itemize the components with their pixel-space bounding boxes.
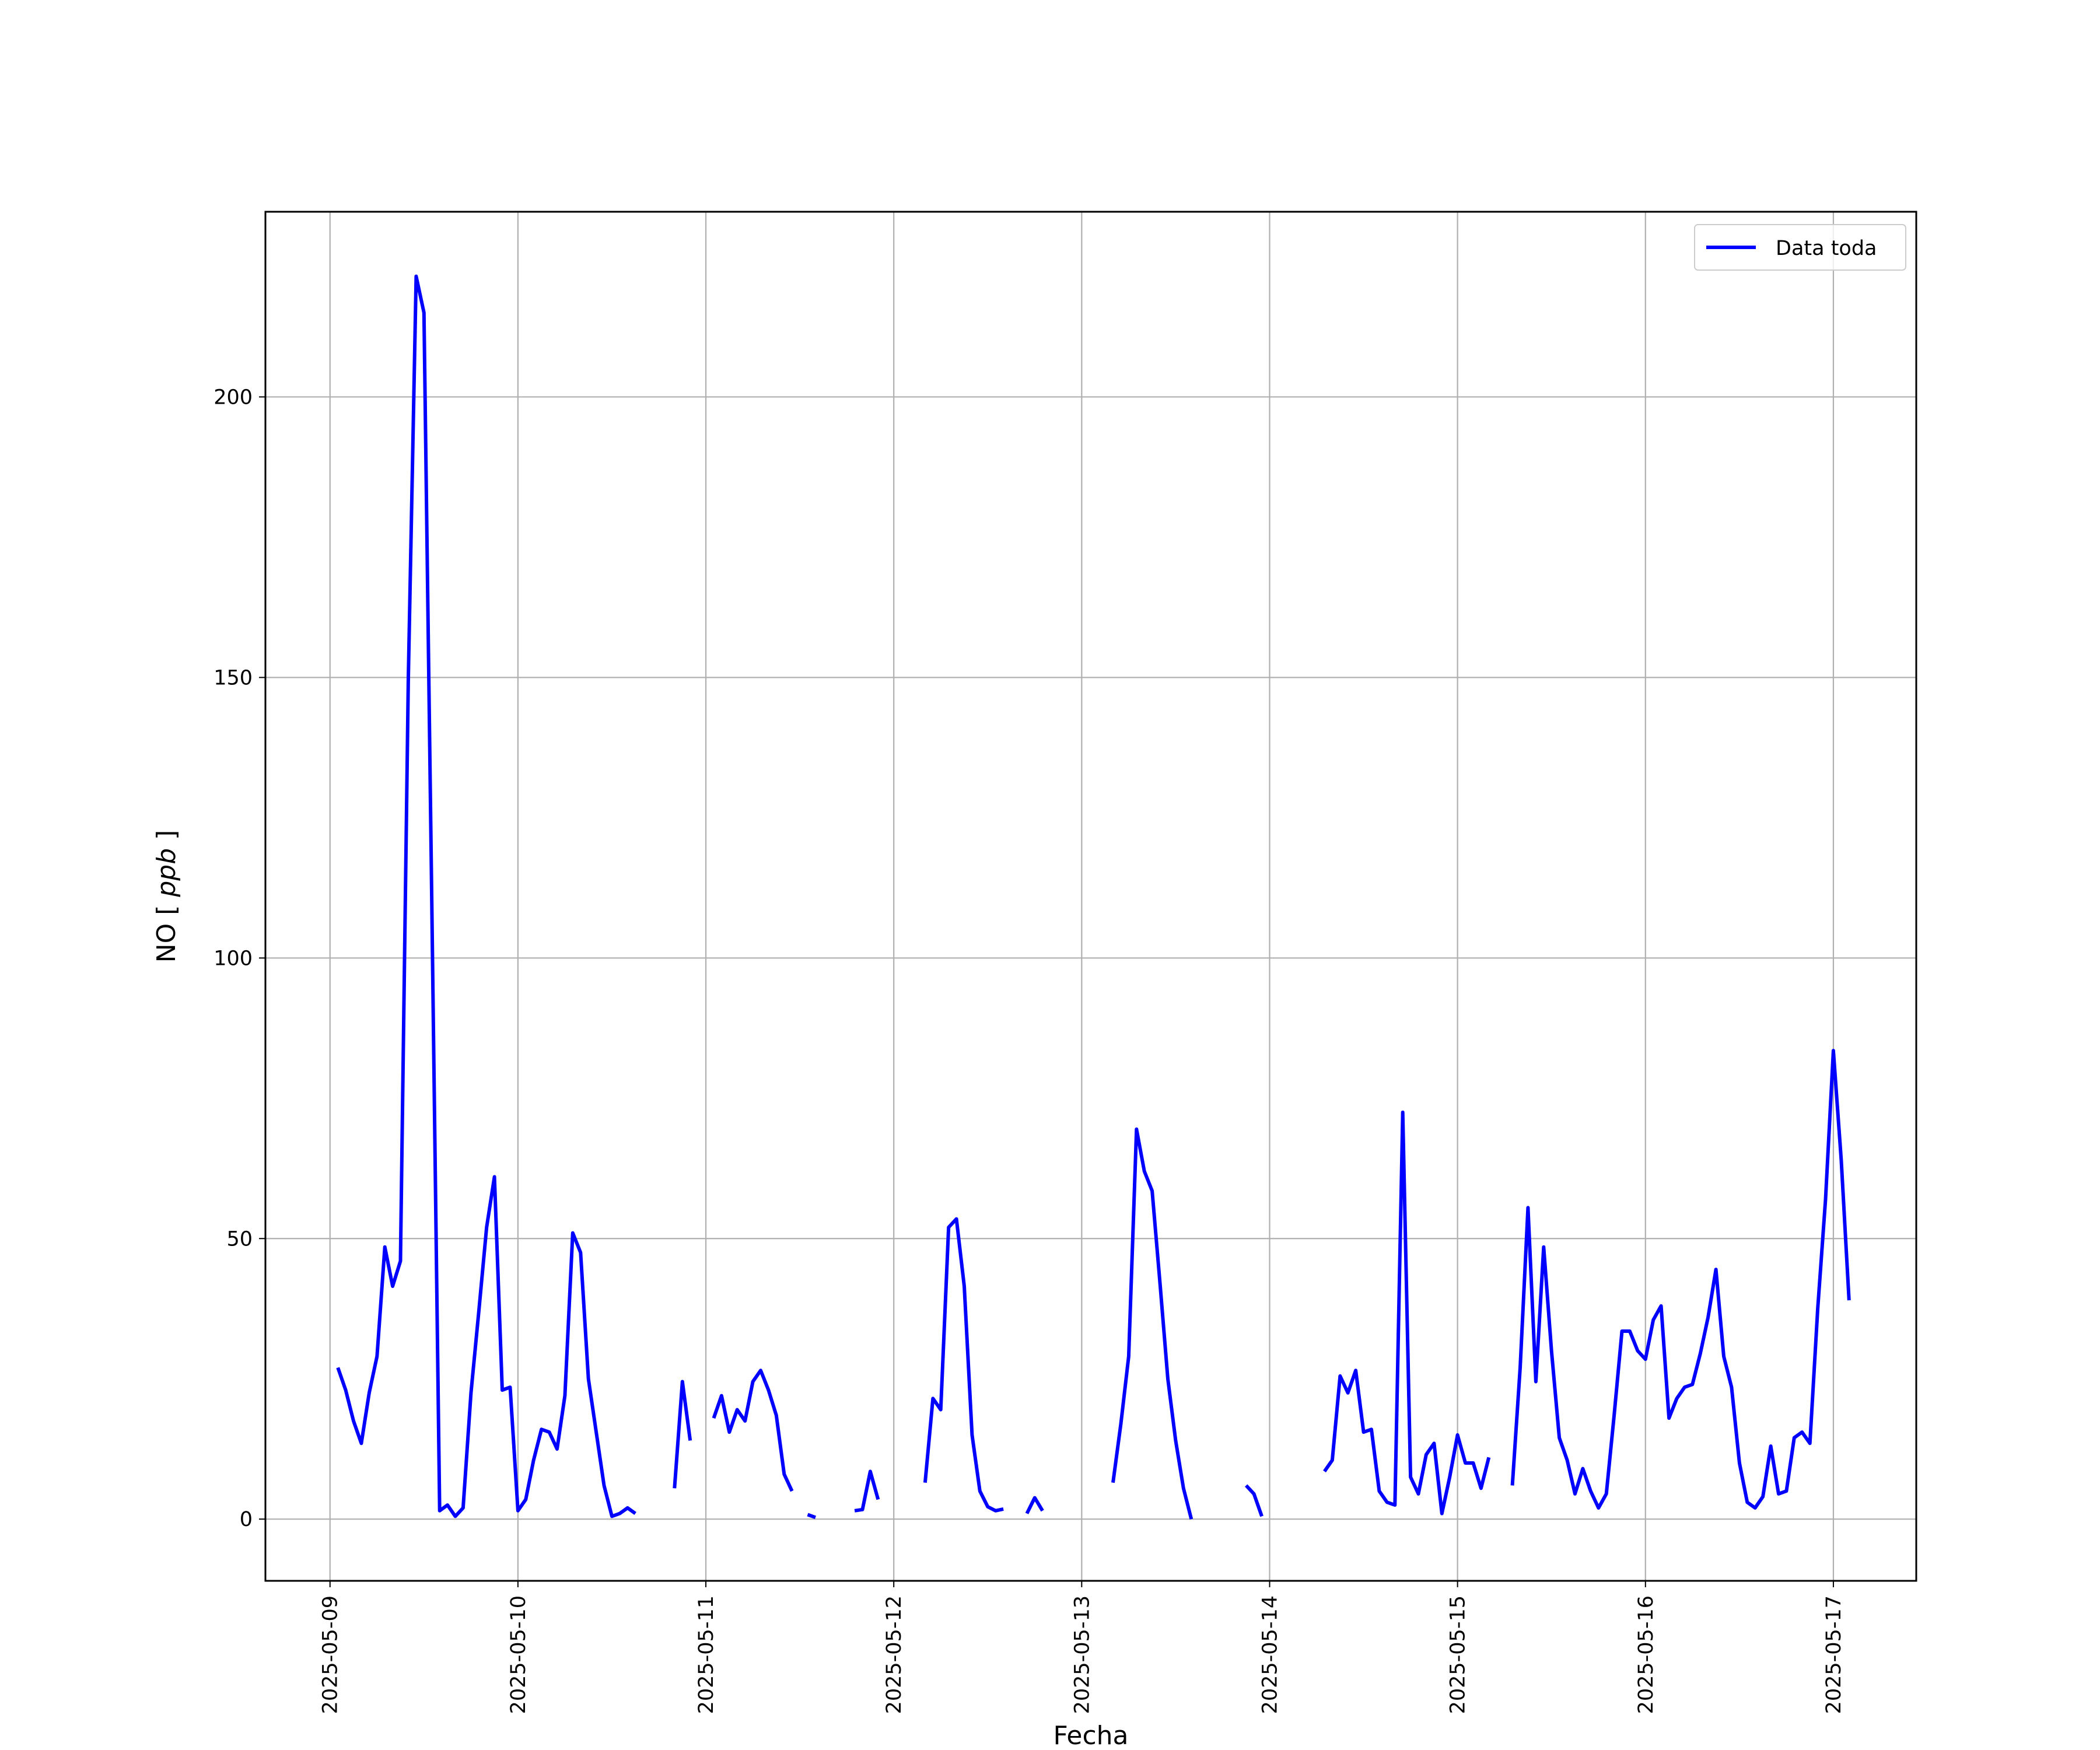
x-tick-label: 2025-05-12 — [883, 1595, 906, 1714]
x-tick-label: 2025-05-14 — [1258, 1595, 1282, 1714]
y-tick-label: 150 — [214, 666, 253, 690]
y-tick-label: 0 — [240, 1508, 253, 1531]
series-layer — [336, 274, 1851, 1520]
x-tick-label: 2025-05-11 — [695, 1595, 718, 1714]
series-line-segment — [1245, 1484, 1264, 1517]
x-tick-label: 2025-05-09 — [319, 1595, 342, 1714]
y-tick-label: 50 — [226, 1227, 253, 1251]
x-tick-label: 2025-05-10 — [507, 1595, 530, 1714]
legend: Data toda — [1694, 224, 1906, 271]
series-line-segment — [1111, 1127, 1194, 1520]
series-line-segment — [1025, 1496, 1044, 1514]
y-axis-title: NO [ ppb ] — [152, 830, 181, 963]
series-line-segment — [854, 1469, 880, 1513]
y-tick-label: 100 — [214, 947, 253, 970]
y-axis-title-unit: ppb — [152, 848, 181, 898]
series-line-segment — [923, 1217, 1004, 1513]
y-axis-title-name: NO — [152, 923, 181, 963]
x-tick-label: 2025-05-17 — [1822, 1595, 1846, 1714]
legend-label: Data toda — [1776, 237, 1877, 260]
plot-area-frame — [264, 211, 1917, 1582]
series-line-segment — [712, 1368, 794, 1492]
x-axis-title: Fecha — [1053, 1721, 1128, 1750]
series-line-segment — [1510, 1049, 1851, 1510]
series-line-segment — [1323, 1110, 1491, 1516]
x-tick-label: 2025-05-15 — [1447, 1595, 1470, 1714]
series-line-segment — [807, 1513, 817, 1520]
series-line-segment — [673, 1380, 692, 1489]
axis-ticks: 0 50 100 150 200 2025-05-09 2025-05-10 2025-05-… — [214, 386, 1846, 1714]
legend-box — [1694, 224, 1906, 271]
x-tick-label: 2025-05-13 — [1070, 1595, 1094, 1714]
y-axis-title-unit-open: [ — [152, 905, 181, 915]
y-axis-title-unit-close: ] — [152, 830, 181, 840]
x-tick-label: 2025-05-16 — [1634, 1595, 1658, 1714]
grid — [265, 212, 1916, 1581]
series-line-segment — [336, 274, 636, 1518]
y-tick-label: 200 — [214, 386, 253, 409]
